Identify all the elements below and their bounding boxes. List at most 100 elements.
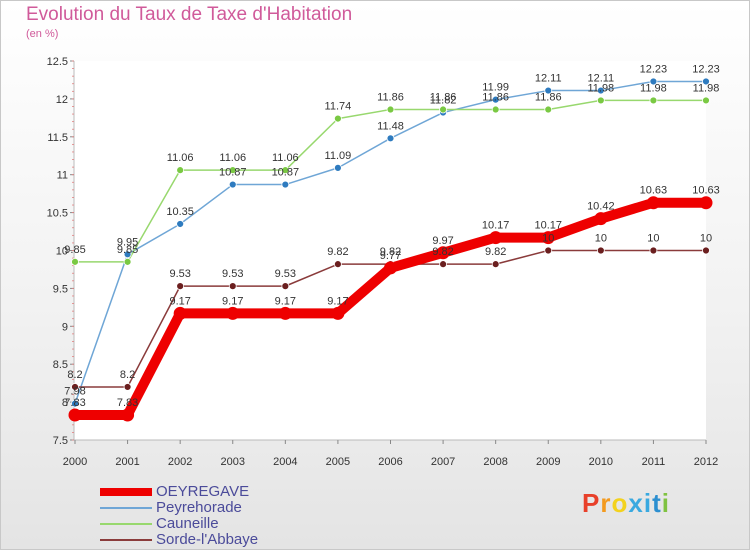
data-label: 7.98 — [64, 386, 85, 398]
data-label: 9.53 — [275, 268, 296, 280]
data-label: 11.82 — [430, 95, 457, 107]
data-point — [649, 77, 658, 86]
data-point — [334, 114, 342, 123]
x-tick-label: 2003 — [221, 456, 245, 468]
data-point — [226, 306, 240, 320]
data-point — [123, 250, 132, 259]
data-label: 12.11 — [587, 73, 614, 85]
data-point — [596, 246, 605, 255]
logo-letter: P — [582, 488, 601, 518]
data-label: 9.17 — [275, 295, 296, 307]
y-tick-label: 7.5 — [53, 435, 68, 447]
data-point — [649, 246, 658, 255]
data-label: 10.63 — [640, 185, 668, 197]
legend-label: Peyrehorade — [156, 499, 242, 516]
data-label: 11.86 — [377, 92, 404, 104]
data-point — [334, 163, 342, 172]
data-point — [544, 246, 553, 255]
data-point — [541, 231, 555, 245]
data-point — [436, 246, 450, 260]
legend-swatch — [100, 539, 152, 541]
x-tick-label: 2010 — [589, 456, 613, 468]
proxiti-logo: Proxiti — [582, 488, 670, 519]
x-tick-label: 2005 — [326, 456, 350, 468]
data-label: 9.85 — [117, 244, 138, 256]
data-point — [281, 166, 290, 175]
data-label: 11.98 — [587, 82, 614, 94]
data-point — [699, 196, 713, 210]
x-tick-label: 2011 — [642, 456, 666, 468]
data-point — [281, 180, 290, 189]
data-label: 12.11 — [535, 73, 562, 85]
y-tick-label: 12 — [56, 94, 68, 106]
data-label: 11.98 — [640, 82, 667, 94]
data-point — [544, 105, 553, 114]
data-label: 7.83 — [117, 397, 138, 409]
data-point — [596, 96, 605, 105]
legend-swatch — [100, 523, 152, 525]
data-point — [649, 96, 658, 105]
data-point — [71, 257, 79, 266]
data-label: 10.17 — [534, 220, 562, 232]
data-label: 9.82 — [432, 246, 453, 258]
data-label: 9.82 — [380, 246, 401, 258]
legend-label: Cauneille — [156, 515, 219, 532]
logo-letter: r — [600, 488, 612, 518]
x-tick-label: 2009 — [536, 456, 560, 468]
data-label: 9.17 — [169, 295, 190, 307]
data-point — [68, 408, 82, 422]
x-tick-label: 2001 — [115, 456, 139, 468]
data-point — [228, 166, 237, 175]
x-tick-label: 2008 — [483, 456, 507, 468]
data-label: 11.86 — [430, 92, 457, 104]
data-label: 11.99 — [482, 82, 509, 94]
data-point — [71, 399, 79, 408]
data-label: 9.97 — [432, 235, 453, 247]
data-point — [121, 408, 135, 422]
legend-swatch — [100, 507, 152, 509]
data-label: 11.74 — [325, 101, 352, 113]
logo-letter: x — [628, 488, 644, 518]
logo-letter: o — [611, 488, 629, 518]
data-point — [544, 86, 553, 95]
chart-title: Evolution du Taux de Taxe d'Habitation — [26, 4, 353, 25]
legend-swatch — [100, 488, 152, 496]
data-label: 10 — [595, 233, 607, 245]
data-point — [123, 257, 132, 266]
logo-letter: i — [643, 488, 653, 518]
data-point — [702, 77, 710, 86]
data-point — [278, 306, 292, 320]
data-point — [228, 180, 237, 189]
y-tick-label: 12.5 — [47, 56, 68, 68]
data-label: 9.77 — [380, 250, 401, 262]
data-point — [71, 383, 79, 391]
data-label: 10.42 — [587, 201, 615, 213]
data-label: 9.82 — [327, 246, 348, 258]
y-tick-label: 10 — [56, 246, 68, 258]
data-point — [491, 105, 500, 114]
data-point — [646, 196, 660, 210]
data-label: 11.48 — [377, 120, 404, 132]
data-label: 11.06 — [272, 152, 299, 164]
data-point — [596, 86, 605, 95]
data-label: 10 — [700, 233, 712, 245]
data-point — [491, 95, 500, 104]
x-tick-label: 2007 — [431, 456, 455, 468]
data-point — [334, 260, 342, 269]
data-label: 12.23 — [692, 63, 720, 75]
data-point — [594, 212, 608, 226]
data-label: 9.53 — [222, 268, 243, 280]
data-label: 10 — [647, 233, 659, 245]
data-label: 10.87 — [219, 167, 247, 179]
x-tick-label: 2000 — [63, 456, 87, 468]
data-label: 11.06 — [219, 152, 246, 164]
data-label: 9.17 — [222, 295, 243, 307]
data-label: 9.95 — [117, 236, 138, 248]
data-point — [491, 260, 500, 269]
y-tick-label: 8.5 — [53, 359, 68, 371]
data-point — [173, 306, 187, 320]
data-point — [386, 105, 395, 114]
data-point — [384, 261, 397, 275]
data-label: 9.82 — [485, 246, 506, 258]
data-point — [123, 383, 132, 391]
